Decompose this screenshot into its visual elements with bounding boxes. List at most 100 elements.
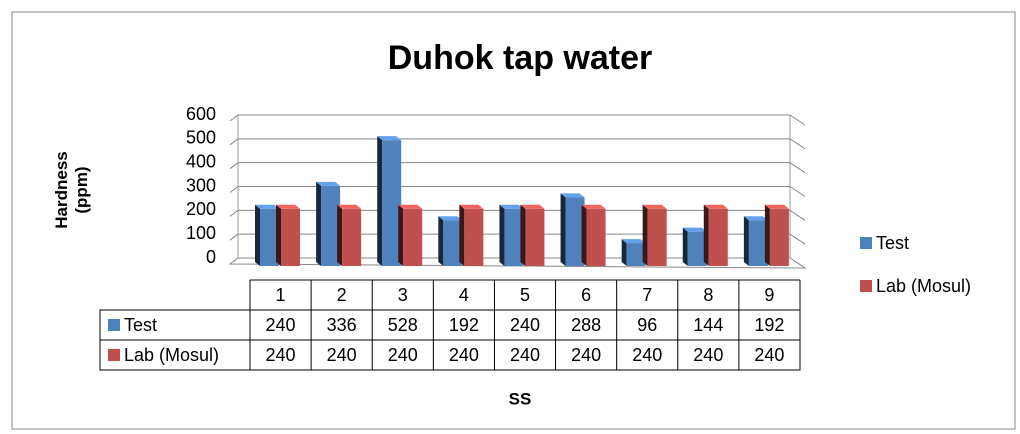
bar-front bbox=[443, 220, 463, 266]
bar-top bbox=[642, 204, 667, 209]
bar-side bbox=[316, 181, 322, 266]
bar-front bbox=[281, 208, 300, 266]
bar-front bbox=[748, 220, 768, 266]
x-tick-label: 9 bbox=[764, 285, 774, 305]
legend-swatch bbox=[860, 237, 872, 249]
bar-side bbox=[398, 204, 404, 266]
x-tick-label: 7 bbox=[642, 285, 652, 305]
bar-side bbox=[499, 204, 505, 266]
bar-front bbox=[647, 208, 667, 266]
bar-front bbox=[525, 208, 545, 266]
legend-label: Test bbox=[876, 233, 909, 253]
bar-front bbox=[626, 243, 646, 266]
y-tick-label: 600 bbox=[186, 104, 216, 124]
bar bbox=[337, 204, 362, 266]
legend-label: Lab (Mosul) bbox=[876, 276, 971, 296]
bar-side bbox=[621, 239, 627, 266]
bar-top bbox=[276, 204, 300, 209]
bar-side bbox=[276, 204, 281, 266]
chart-title: Duhok tap water bbox=[388, 39, 652, 77]
table-value: 240 bbox=[754, 345, 784, 365]
bar-side bbox=[764, 204, 770, 266]
table-value: 240 bbox=[266, 315, 296, 335]
bar bbox=[316, 181, 341, 266]
bar-top bbox=[255, 204, 279, 209]
bar-top bbox=[764, 204, 789, 209]
bar-top bbox=[316, 181, 341, 186]
table-key bbox=[108, 349, 120, 361]
bar-side bbox=[438, 216, 444, 266]
bar-side bbox=[377, 136, 383, 266]
bar-front bbox=[403, 208, 423, 266]
bar-front bbox=[382, 140, 402, 266]
bar bbox=[459, 204, 484, 266]
bar bbox=[438, 216, 463, 266]
bar bbox=[703, 204, 728, 266]
bar-side bbox=[520, 204, 526, 266]
bar-front bbox=[708, 208, 728, 266]
table-value: 288 bbox=[571, 315, 601, 335]
table-value: 240 bbox=[449, 345, 479, 365]
bar bbox=[255, 204, 279, 266]
table-value: 240 bbox=[266, 345, 296, 365]
bar-side bbox=[560, 193, 566, 266]
grid-line bbox=[229, 138, 806, 150]
bar-side bbox=[581, 204, 587, 266]
bar bbox=[682, 227, 707, 266]
bar bbox=[499, 204, 524, 266]
bar-top bbox=[459, 204, 484, 209]
bar-top bbox=[682, 227, 707, 232]
table-value: 192 bbox=[449, 315, 479, 335]
bar-side bbox=[682, 227, 688, 266]
bar-top bbox=[377, 136, 402, 141]
x-tick-label: 1 bbox=[276, 285, 286, 305]
table-value: 528 bbox=[388, 315, 418, 335]
bar-top bbox=[520, 204, 545, 209]
table-value: 96 bbox=[637, 315, 657, 335]
bar-top bbox=[337, 204, 362, 209]
bar-top bbox=[398, 204, 423, 209]
bar-side bbox=[703, 204, 709, 266]
x-axis-title: SS bbox=[509, 389, 532, 408]
bar bbox=[377, 136, 402, 266]
grid-line bbox=[229, 162, 806, 174]
table-value: 240 bbox=[571, 345, 601, 365]
x-tick-label: 5 bbox=[520, 285, 530, 305]
table-value: 240 bbox=[510, 345, 540, 365]
bar-top bbox=[743, 216, 768, 221]
x-tick-label: 6 bbox=[581, 285, 591, 305]
table-value: 240 bbox=[510, 315, 540, 335]
bar-front bbox=[342, 208, 362, 266]
bar-front bbox=[464, 208, 484, 266]
bar-front bbox=[586, 208, 606, 266]
table-value: 240 bbox=[632, 345, 662, 365]
bar-top bbox=[581, 204, 606, 209]
bar-top bbox=[438, 216, 463, 221]
legend-swatch bbox=[860, 280, 872, 292]
bar-front bbox=[504, 208, 524, 266]
bar-side bbox=[743, 216, 749, 266]
bar-top bbox=[703, 204, 728, 209]
bar-front bbox=[687, 231, 707, 266]
bar bbox=[560, 193, 585, 266]
bar-front bbox=[321, 185, 341, 266]
table-value: 336 bbox=[327, 315, 357, 335]
y-tick-label: 100 bbox=[186, 223, 216, 243]
grid-line bbox=[229, 186, 806, 197]
bar-top bbox=[499, 204, 524, 209]
bar-top bbox=[621, 239, 646, 244]
bar-side bbox=[337, 204, 343, 266]
bar bbox=[642, 204, 667, 266]
table-series-name: Test bbox=[124, 315, 157, 335]
x-tick-label: 2 bbox=[337, 285, 347, 305]
bar-top bbox=[560, 193, 585, 198]
bar bbox=[621, 239, 646, 266]
bar bbox=[520, 204, 545, 266]
bar-front bbox=[565, 197, 585, 266]
y-tick-label: 500 bbox=[186, 128, 216, 148]
table-value: 240 bbox=[327, 345, 357, 365]
x-tick-label: 3 bbox=[398, 285, 408, 305]
table-value: 240 bbox=[388, 345, 418, 365]
bar bbox=[276, 204, 300, 266]
